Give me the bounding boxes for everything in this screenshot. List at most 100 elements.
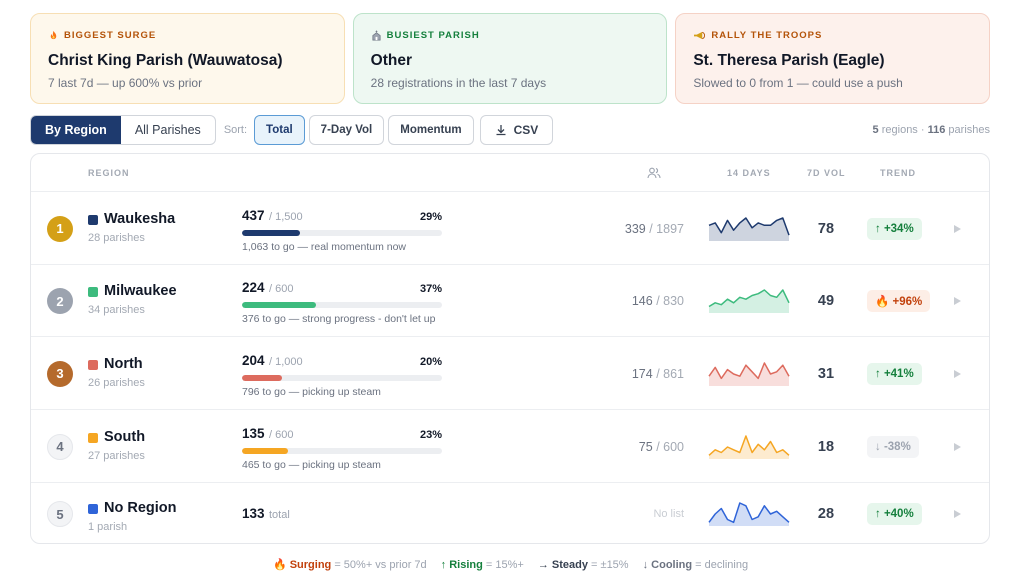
progress-fill xyxy=(242,374,282,381)
progress-note: 1,063 to go — real momentum now xyxy=(242,240,407,253)
table-row[interactable]: 5 No Region 1 parish 133 total No list 28 ↑ +4… xyxy=(31,483,989,543)
sparkline-14-days xyxy=(708,434,790,459)
people-icon xyxy=(647,167,661,179)
progress-bar xyxy=(242,229,442,236)
goal-value: / 600 xyxy=(268,283,294,295)
card-title: Christ King Parish (Wauwatosa) xyxy=(48,52,283,69)
table-row[interactable]: 1 Waukesha 28 parishes 437 / 1,500 29% 1,06… xyxy=(31,192,989,265)
registration-count: 135 xyxy=(242,425,265,441)
goal-percent: 20% xyxy=(419,355,442,368)
region-name: Milwaukee xyxy=(104,283,177,299)
legend-icon: ↓ xyxy=(642,559,649,571)
fraction-a: 146 xyxy=(631,294,653,308)
region-parish-count: 34 parishes xyxy=(88,304,145,316)
region-name: North xyxy=(104,355,143,372)
goal-value: / 1,000 xyxy=(268,355,303,368)
rank-badge: 3 xyxy=(47,360,73,387)
expand-arrow-icon[interactable] xyxy=(954,297,961,305)
sparkline-line xyxy=(708,216,790,235)
region-color-dot xyxy=(88,287,98,297)
legend-name: Surging xyxy=(289,559,332,571)
card-title: Other xyxy=(370,52,413,69)
sort-total-button[interactable]: Total xyxy=(254,115,305,145)
registration-count: 204 xyxy=(242,352,265,368)
fraction-a: 174 xyxy=(631,366,653,381)
sort-label: Sort: xyxy=(223,124,248,136)
sparkline-area xyxy=(709,362,789,386)
progress-fill xyxy=(242,447,288,454)
sparkline-area xyxy=(709,435,789,459)
fraction-b: / 600 xyxy=(656,439,684,454)
legend-icon: → xyxy=(537,559,549,571)
region-name: No Region xyxy=(104,500,177,516)
header-14-days: 14 DAYS xyxy=(727,168,771,178)
region-color-dot xyxy=(88,214,98,225)
csv-label: CSV xyxy=(513,123,539,137)
legend-item-rising: ↑ Rising = 15%+ xyxy=(441,559,524,571)
legend-icon: 🔥 xyxy=(272,559,287,571)
region-color-dot xyxy=(88,359,98,370)
sparkline-14-days xyxy=(708,361,790,386)
table-row[interactable]: 2 Milwaukee 34 parishes 224 / 600 37% 376 t… xyxy=(31,265,989,337)
sparkline-line xyxy=(708,361,790,379)
seven-day-volume: 31 xyxy=(817,365,835,382)
table-header: REGION 14 DAYS 7D VOL TREND xyxy=(31,154,989,192)
registration-count: 437 xyxy=(242,207,265,223)
rally-troops-card[interactable]: RALLY THE TROOPS St. Theresa Parish (Eag… xyxy=(675,13,991,104)
rank-badge: 2 xyxy=(47,288,73,314)
progress-fill xyxy=(242,302,316,308)
rank-badge: 1 xyxy=(47,215,73,242)
card-title: St. Theresa Parish (Eagle) xyxy=(693,52,885,69)
sort-momentum-button[interactable]: Momentum xyxy=(388,115,474,145)
goal-progress: 133 total xyxy=(242,505,442,523)
expand-arrow-icon[interactable] xyxy=(954,369,961,378)
fraction-b: / 1897 xyxy=(649,221,684,236)
expand-arrow-icon[interactable] xyxy=(954,442,961,451)
region-name: South xyxy=(104,428,146,445)
card-subtitle: 7 last 7d — up 600% vs prior xyxy=(48,76,203,90)
table-row[interactable]: 4 South 27 parishes 135 / 600 23% 465 to go… xyxy=(31,410,989,483)
region-parish-count: 1 parish xyxy=(88,521,128,533)
sparkline-14-days xyxy=(708,289,790,313)
table-row[interactable]: 3 North 26 parishes 204 / 1,000 20% 796 to … xyxy=(31,337,989,410)
legend-desc: = ±15% xyxy=(591,559,629,571)
sparkline-area xyxy=(709,503,789,526)
trend-badge: ↑ +40% xyxy=(867,503,922,525)
card-label: BUSIEST PARISH xyxy=(386,30,480,41)
seven-day-volume: 18 xyxy=(817,438,835,455)
legend-desc: = 15%+ xyxy=(485,559,524,571)
sparkline-line xyxy=(708,289,790,308)
fraction-b: / 861 xyxy=(656,366,684,381)
sparkline-area xyxy=(709,290,789,313)
progress-note: 796 to go — picking up steam xyxy=(242,385,381,398)
legend-name: Steady xyxy=(551,559,588,571)
goal-value: / 600 xyxy=(268,428,294,441)
csv-download-button[interactable]: CSV xyxy=(479,115,554,145)
sparkline-14-days xyxy=(708,216,790,241)
progress-bar xyxy=(242,374,442,381)
trend-badge: ↓ -38% xyxy=(867,435,919,458)
goal-progress: 135 / 600 23% 465 to go — picking up stea… xyxy=(242,425,442,471)
header-region[interactable]: REGION xyxy=(88,168,130,178)
goal-percent: 37% xyxy=(419,283,442,295)
no-list-label: No list xyxy=(653,508,684,520)
sparkline-14-days xyxy=(708,502,790,526)
header-7d-vol[interactable]: 7D VOL xyxy=(807,168,846,178)
tab-all-parishes[interactable]: All Parishes xyxy=(134,123,201,137)
card-label: RALLY THE TROOPS xyxy=(711,30,823,41)
header-trend[interactable]: TREND xyxy=(880,168,916,178)
busiest-parish-card[interactable]: BUSIEST PARISH Other 28 registrations in… xyxy=(352,13,668,104)
region-color-dot xyxy=(88,432,98,443)
expand-arrow-icon[interactable] xyxy=(954,224,961,233)
sort-7day-vol-button[interactable]: 7-Day Vol xyxy=(308,115,385,145)
region-parish-count: 26 parishes xyxy=(88,376,145,389)
registration-count: 224 xyxy=(242,280,265,295)
biggest-surge-card[interactable]: BIGGEST SURGE Christ King Parish (Wauwat… xyxy=(30,13,345,104)
goal-progress: 204 / 1,000 20% 796 to go — picking up st… xyxy=(242,352,442,398)
legend-desc: = 50%+ vs prior 7d xyxy=(334,559,427,571)
tab-by-region[interactable]: By Region xyxy=(31,116,121,144)
goal-progress: 224 / 600 37% 376 to go — strong progress… xyxy=(242,279,442,325)
registration-count: 133 xyxy=(242,506,265,521)
expand-arrow-icon[interactable] xyxy=(954,510,961,518)
card-subtitle: Slowed to 0 from 1 — could use a push xyxy=(693,76,903,90)
